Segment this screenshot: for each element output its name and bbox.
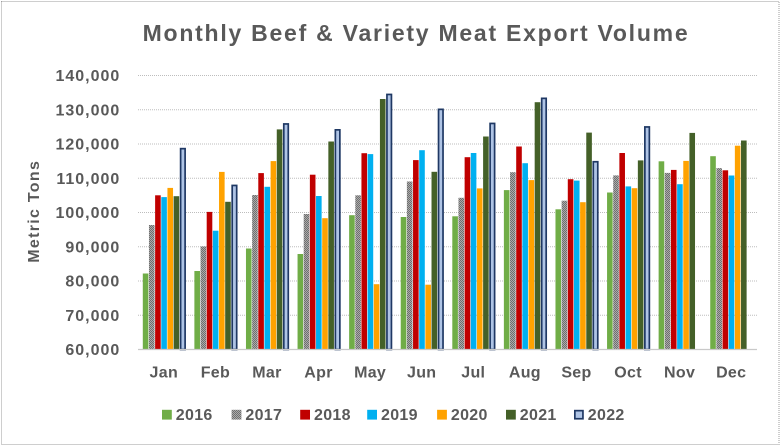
svg-text:Sep: Sep bbox=[561, 365, 591, 382]
svg-text:110,000: 110,000 bbox=[56, 171, 120, 188]
svg-text:Mar: Mar bbox=[252, 365, 281, 382]
svg-text:Nov: Nov bbox=[664, 365, 695, 382]
svg-text:2020: 2020 bbox=[451, 407, 488, 424]
svg-text:130,000: 130,000 bbox=[55, 102, 120, 119]
svg-text:2016: 2016 bbox=[176, 407, 213, 424]
svg-text:90,000: 90,000 bbox=[65, 239, 120, 256]
svg-text:Oct: Oct bbox=[614, 365, 642, 382]
svg-text:60,000: 60,000 bbox=[65, 342, 120, 359]
svg-text:Dec: Dec bbox=[716, 365, 746, 382]
svg-text:2019: 2019 bbox=[381, 407, 418, 424]
svg-text:Jan: Jan bbox=[150, 365, 178, 382]
svg-text:Apr: Apr bbox=[304, 365, 332, 382]
svg-text:Feb: Feb bbox=[201, 365, 230, 382]
svg-text:2018: 2018 bbox=[314, 407, 351, 424]
svg-text:Monthly Beef & Variety Meat Ex: Monthly Beef & Variety Meat Export Volum… bbox=[143, 20, 690, 46]
svg-text:Aug: Aug bbox=[509, 365, 541, 382]
svg-text:120,000: 120,000 bbox=[55, 137, 120, 154]
svg-text:Metric Tons: Metric Tons bbox=[26, 160, 43, 263]
svg-text:140,000: 140,000 bbox=[55, 68, 120, 85]
svg-text:2021: 2021 bbox=[520, 407, 557, 424]
svg-text:70,000: 70,000 bbox=[65, 308, 120, 325]
svg-text:Jun: Jun bbox=[407, 365, 436, 382]
svg-text:80,000: 80,000 bbox=[65, 274, 120, 291]
svg-text:May: May bbox=[354, 365, 386, 382]
svg-text:Jul: Jul bbox=[461, 365, 485, 382]
svg-text:2017: 2017 bbox=[245, 407, 282, 424]
svg-text:100,000: 100,000 bbox=[55, 205, 120, 222]
svg-text:2022: 2022 bbox=[588, 407, 625, 424]
